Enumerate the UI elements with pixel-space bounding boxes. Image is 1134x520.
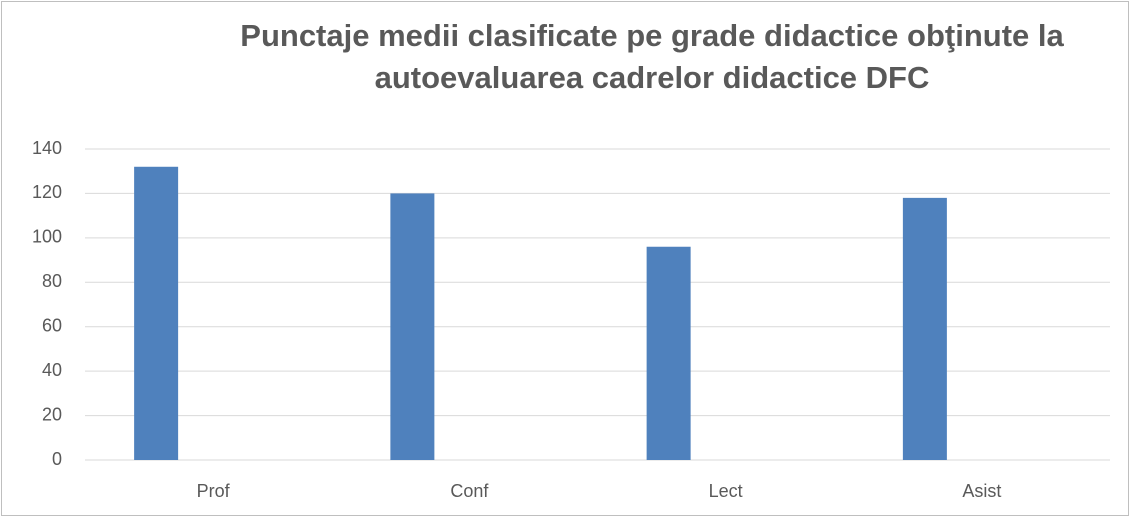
y-tick-label: 120: [32, 182, 62, 202]
y-tick-label: 100: [32, 227, 62, 247]
chart-title: autoevaluarea cadrelor didactice DFC: [375, 60, 930, 95]
x-tick-label: Conf: [450, 481, 489, 501]
bar: [390, 193, 435, 460]
x-tick-label: Lect: [709, 481, 743, 501]
x-tick-label: Prof: [197, 481, 231, 501]
bar: [646, 246, 691, 460]
bar: [134, 166, 179, 460]
chart-title: Punctaje medii clasificate pe grade dida…: [240, 18, 1064, 53]
bar: [902, 197, 947, 460]
y-tick-label: 60: [42, 315, 62, 335]
x-tick-label: Asist: [962, 481, 1001, 501]
y-tick-label: 140: [32, 138, 62, 158]
y-tick-label: 20: [42, 404, 62, 424]
y-tick-label: 80: [42, 271, 62, 291]
y-tick-label: 0: [52, 449, 62, 469]
y-tick-label: 40: [42, 360, 62, 380]
